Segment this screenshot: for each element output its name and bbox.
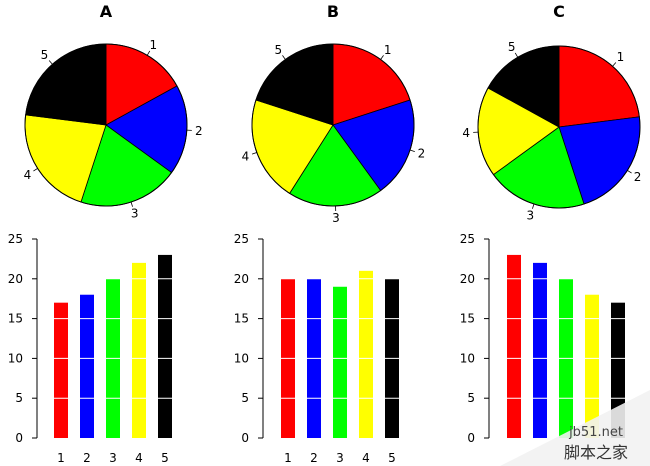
watermark-backdrop: [500, 390, 650, 466]
pie-slice-label: 2: [634, 170, 642, 184]
pie-label-tick: [612, 62, 617, 67]
pie-label-tick: [409, 149, 415, 152]
pie-chart-a: 1 2 3 4 5: [24, 38, 203, 220]
watermark-site: jb51.net: [568, 425, 623, 440]
y-tick-label: 15: [234, 312, 249, 326]
pie-label-tick: [130, 201, 133, 207]
pie-label-tick: [380, 55, 384, 60]
x-tick-label: 5: [388, 451, 396, 465]
watermark: jb51.net 脚本之家: [500, 390, 650, 466]
y-tick-label: 10: [234, 351, 249, 365]
y-tick-label: 20: [460, 272, 475, 286]
pie-slice-5: [25, 43, 107, 126]
bar-1: [54, 302, 68, 438]
y-tick-label: 20: [234, 272, 249, 286]
pie-label-tick: [48, 60, 53, 65]
pie-slice-label: 3: [131, 206, 139, 220]
x-tick-label: 1: [57, 451, 65, 465]
bar-5: [611, 302, 625, 438]
y-tick-label: 5: [467, 391, 475, 405]
y-tick-label: 5: [15, 391, 23, 405]
pie-label-tick: [627, 170, 632, 174]
bar-4: [132, 262, 146, 438]
y-tick-label: 15: [8, 312, 23, 326]
bar-chart-c: 0 5 10 15 20 25: [460, 232, 629, 445]
pie-slice-label: 2: [195, 124, 203, 138]
pie-label-tick: [532, 203, 535, 209]
pie-label-tick: [33, 168, 38, 172]
x-tick-label: 3: [336, 451, 344, 465]
y-tick-label: 0: [241, 431, 249, 445]
panel-title-a: A: [100, 2, 113, 21]
panel-title-c: C: [553, 2, 565, 21]
y-tick-label: 10: [8, 351, 23, 365]
bar-1: [507, 254, 521, 438]
x-tick-label: 4: [135, 451, 143, 465]
pie-slice-label: 3: [526, 208, 534, 222]
y-tick-label: 25: [8, 232, 23, 246]
y-tick-label: 0: [15, 431, 23, 445]
pie-chart-b: 1 2 3 4 5: [242, 43, 426, 225]
x-tick-label: 4: [362, 451, 370, 465]
pie-outline: [24, 43, 188, 207]
pie-outline: [251, 43, 415, 207]
pie-slice-label: 5: [41, 48, 49, 62]
bar-4: [359, 270, 373, 438]
bar-3: [333, 286, 347, 438]
bar-5: [158, 254, 172, 438]
pie-slice-label: 5: [275, 43, 283, 57]
y-tick-label: 25: [234, 232, 249, 246]
x-tick-label: 1: [284, 451, 292, 465]
y-tick-label: 25: [460, 232, 475, 246]
pie-label-tick: [282, 55, 286, 60]
pie-label-tick: [514, 52, 519, 58]
pie-slice-label: 1: [617, 50, 625, 64]
pie-slice-label: 4: [242, 150, 250, 164]
pie-chart-c: 1 2 3 4 5: [462, 40, 642, 222]
y-tick-label: 10: [460, 351, 475, 365]
pie-slice-label: 2: [418, 147, 426, 161]
x-tick-label: 3: [109, 451, 117, 465]
panel-title-b: B: [327, 2, 339, 21]
y-tick-label: 0: [467, 431, 475, 445]
bar-chart-b: 0 5 10 15 20 25 1 2 3 4 5: [234, 232, 403, 465]
x-tick-label: 2: [83, 451, 91, 465]
y-tick-label: 20: [8, 272, 23, 286]
pie-slice-label: 1: [150, 38, 158, 52]
bar-2: [533, 262, 547, 438]
bar-chart-a: 0 5 10 15 20 25 1 2 3 4 5: [8, 232, 176, 465]
pie-slice-label: 1: [384, 43, 392, 57]
pie-slice-label: 3: [332, 211, 340, 225]
pie-label-tick: [251, 152, 257, 155]
watermark-text: 脚本之家: [564, 443, 628, 462]
y-tick-label: 5: [241, 391, 249, 405]
bar-2: [80, 294, 94, 438]
pie-outline: [477, 45, 641, 209]
y-tick-label: 15: [460, 312, 475, 326]
x-tick-label: 2: [310, 451, 318, 465]
pie-slice-label: 4: [24, 168, 32, 182]
pie-label-tick: [146, 50, 151, 56]
bar-4: [585, 294, 599, 438]
pie-slice-label: 5: [508, 40, 516, 54]
pie-slice-1: [558, 45, 640, 128]
pie-slice-label: 4: [462, 126, 470, 140]
x-tick-label: 5: [161, 451, 169, 465]
